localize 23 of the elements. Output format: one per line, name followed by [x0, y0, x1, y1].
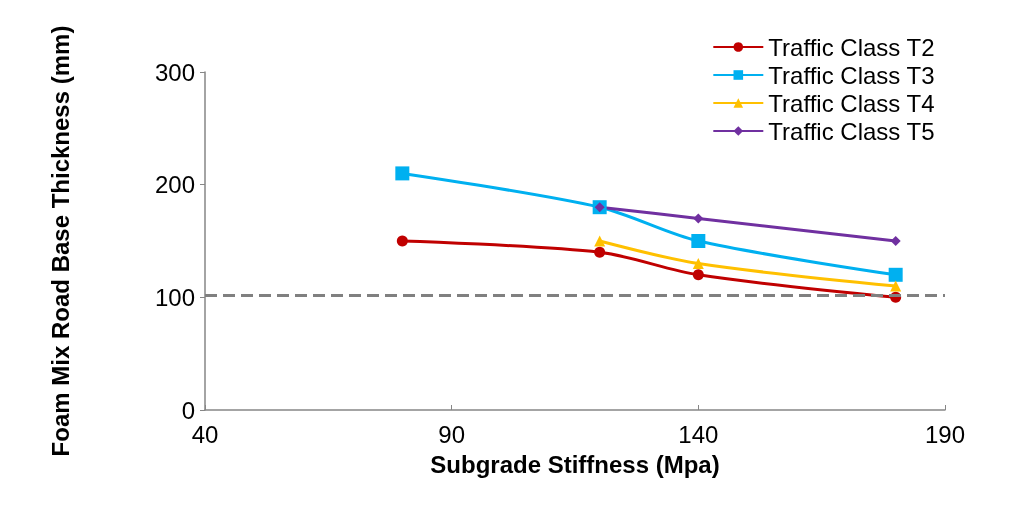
x-tick-label: 90	[438, 420, 466, 448]
y-tick-label: 300	[154, 58, 195, 86]
point	[594, 235, 606, 247]
legend-label: Traffic Class T3	[768, 61, 935, 89]
legend-label: Traffic Class T4	[768, 89, 935, 117]
point	[691, 234, 706, 248]
y-tick-label: 100	[154, 283, 195, 311]
point	[890, 280, 902, 292]
legend-label: Traffic Class T5	[768, 117, 935, 145]
legend-label: Traffic Class T2	[768, 33, 935, 61]
x-tick-label: 190	[924, 420, 966, 448]
x-tick-label: 140	[678, 420, 719, 448]
x-axis-title: Subgrade Stiffness (Mpa)	[430, 450, 720, 478]
point	[888, 267, 903, 282]
point	[594, 246, 606, 258]
point	[692, 258, 704, 270]
y-axis-title: Foam Mix Road Base Thickness (mm)	[46, 25, 74, 457]
point	[693, 213, 704, 224]
point	[692, 269, 704, 281]
point	[395, 166, 410, 181]
y-tick-label: 200	[154, 171, 195, 199]
point	[396, 235, 408, 247]
point	[890, 236, 901, 246]
